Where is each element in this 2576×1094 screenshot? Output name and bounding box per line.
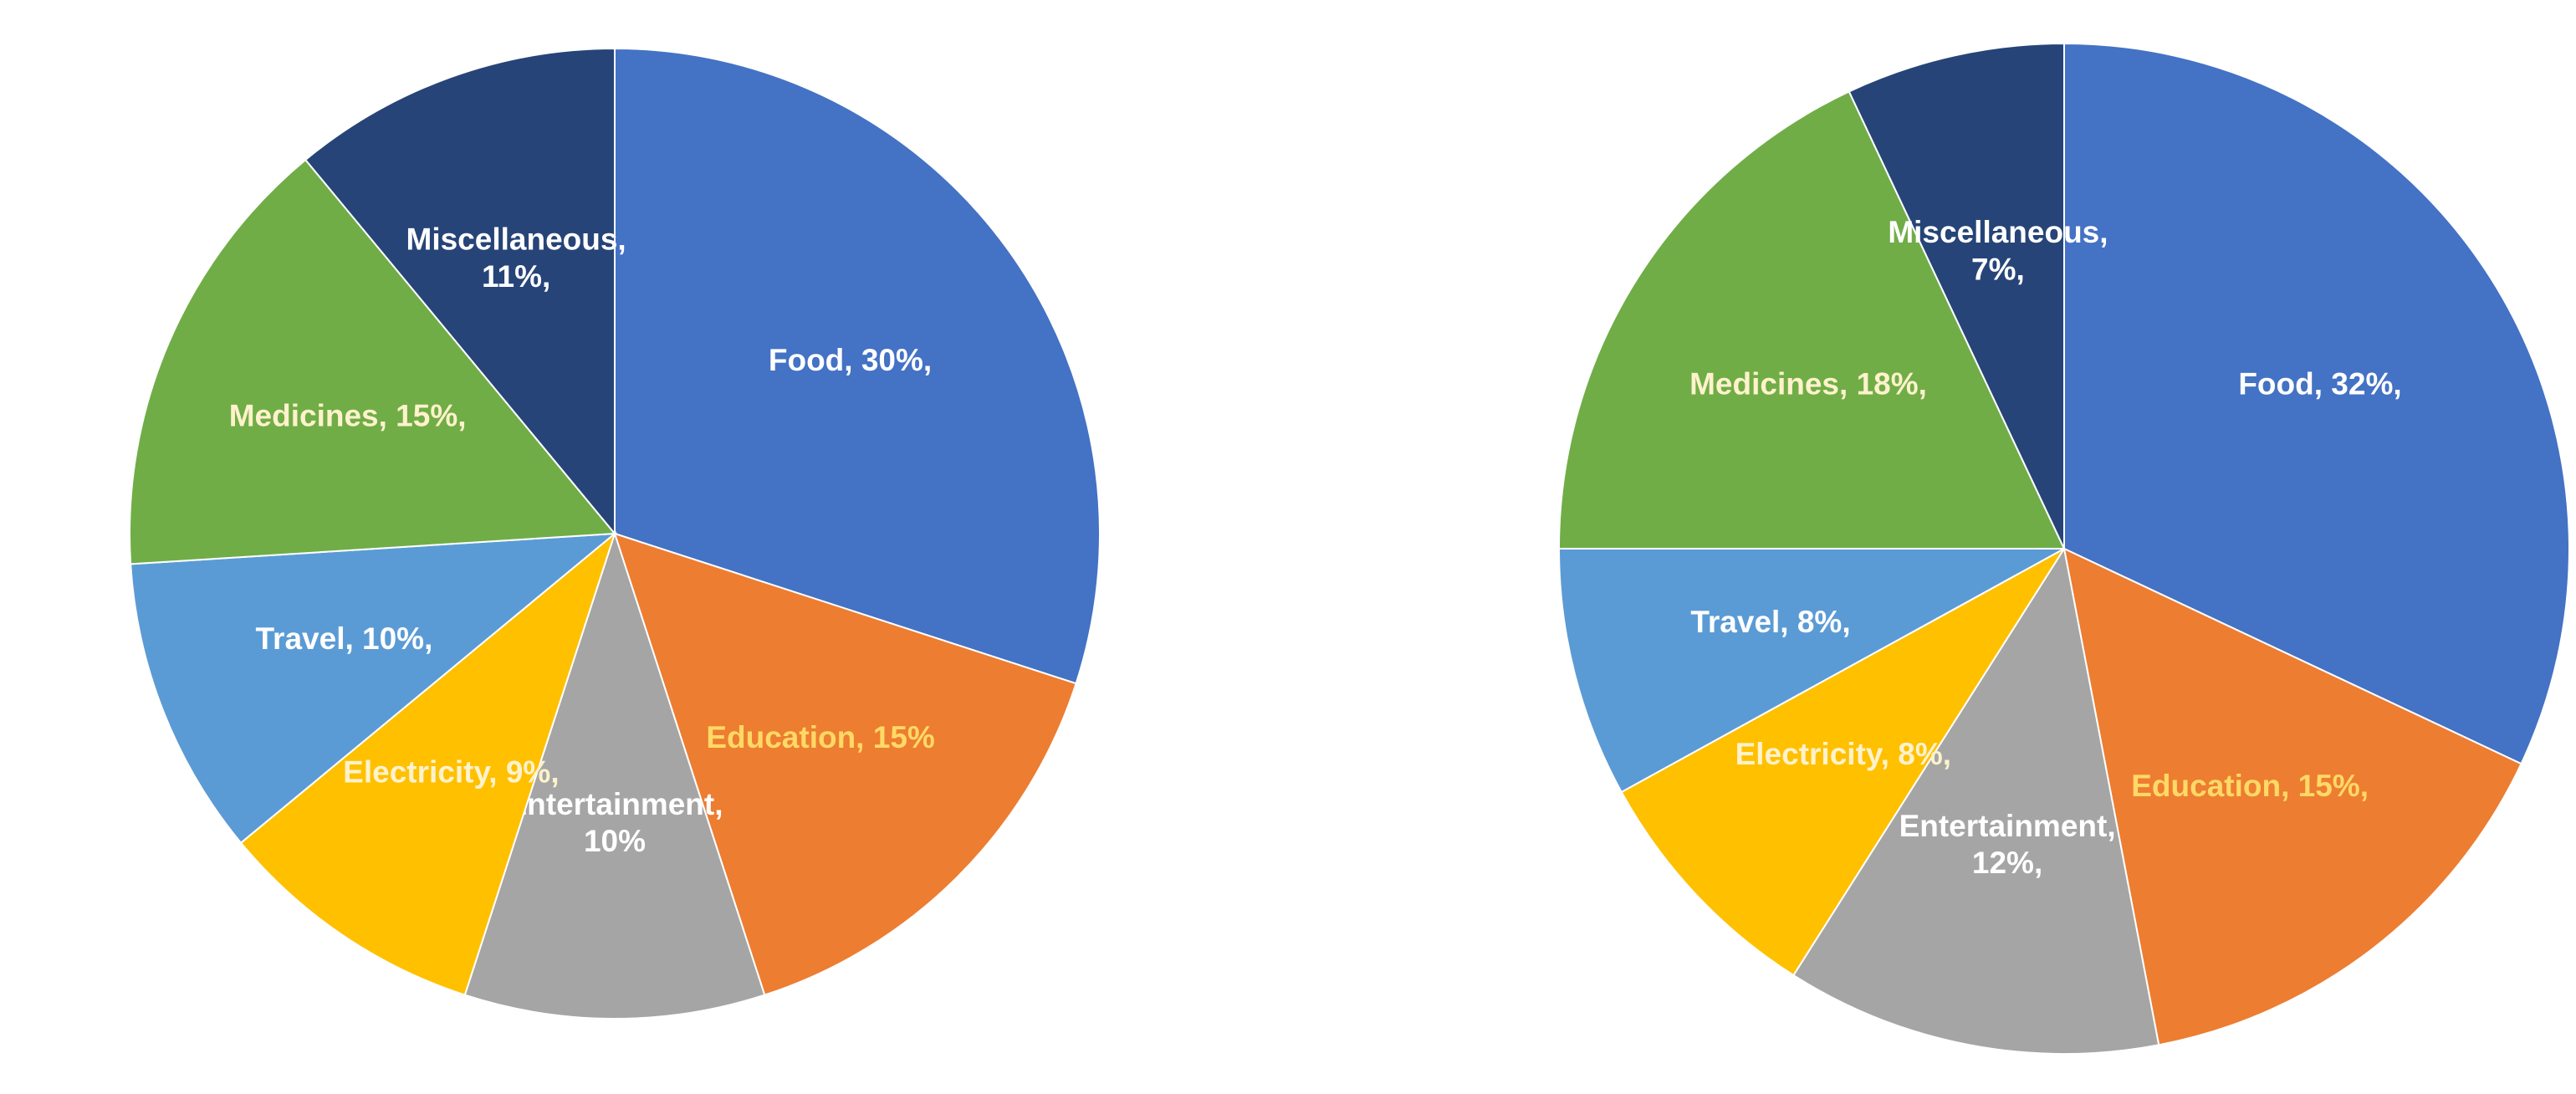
pie-slice-electricity (239, 531, 617, 996)
slice-label-medicines: Medicines, 18%, (1689, 367, 1927, 401)
slice-label-medicines: Medicines, 15%, (229, 399, 467, 433)
slice-label-entertainment: Entertainment, 12%, (1899, 809, 2116, 880)
slice-label-miscellaneous: Miscellaneous, 7%, (1888, 215, 2108, 286)
pie-slice-electricity (1620, 548, 2065, 977)
pie-slice-food (614, 47, 1101, 685)
slice-label-miscellaneous: Miscellaneous, 11%, (406, 222, 626, 293)
pie-slice-food (2063, 42, 2570, 765)
slice-label-electricity: Electricity, 9%, (343, 755, 559, 790)
slice-label-travel: Travel, 10%, (256, 621, 433, 656)
pie-slice-entertainment (463, 530, 766, 1020)
slice-label-electricity: Electricity, 8%, (1735, 737, 1951, 771)
pie-slice-entertainment (1791, 546, 2160, 1055)
pie-slice-medicines (1557, 90, 2066, 550)
pie-chart-right: Food, 32%, Education, 15%, Entertainment, 1… (1557, 42, 2570, 1055)
pie-slice-education (613, 532, 1077, 996)
pie-slice-miscellaneous (304, 47, 616, 536)
slice-label-entertainment: Entertainment, 10% (506, 787, 723, 858)
pie-slice-miscellaneous (1848, 42, 2065, 550)
pie-chart-left: Food, 30%, Education, 15% Entertainment, 10… (129, 47, 1101, 1020)
pie-slice-travel (1557, 548, 2065, 794)
slice-label-education: Education, 15% (706, 720, 934, 754)
pie-slice-medicines (129, 158, 617, 565)
pie-slice-travel (130, 532, 618, 845)
slice-label-education: Education, 15%, (2131, 769, 2369, 803)
slice-label-food: Food, 30%, (769, 343, 932, 377)
slice-label-travel: Travel, 8%, (1690, 605, 1850, 639)
slice-label-food: Food, 32%, (2238, 367, 2401, 401)
pie-slice-education (2062, 547, 2522, 1046)
